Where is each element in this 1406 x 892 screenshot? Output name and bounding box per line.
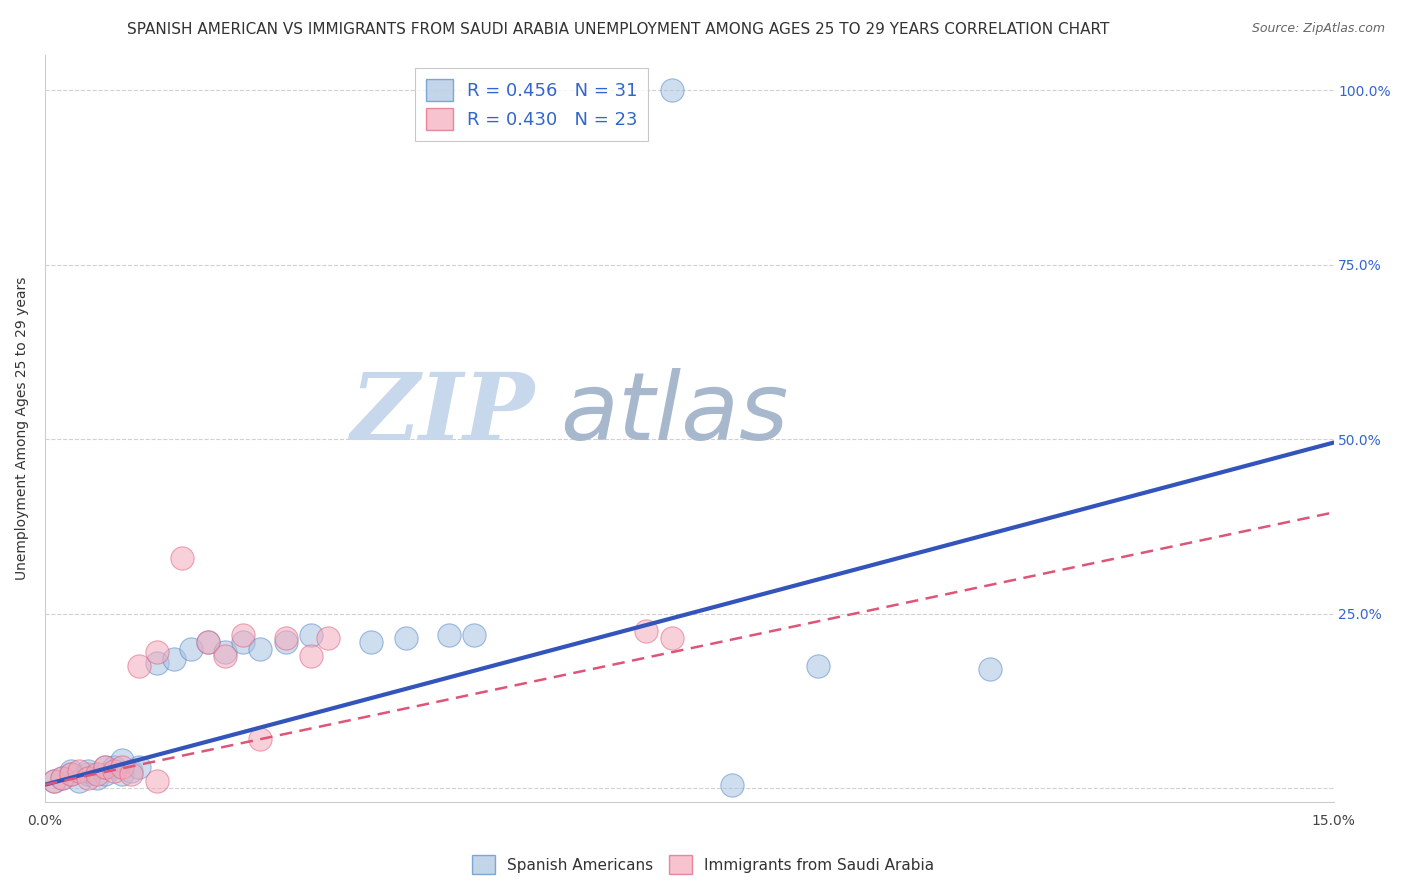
Point <box>299 627 322 641</box>
Point <box>145 656 167 670</box>
Point <box>120 767 142 781</box>
Point <box>145 774 167 789</box>
Point <box>86 767 108 781</box>
Point <box>249 641 271 656</box>
Point <box>67 774 90 789</box>
Point <box>360 634 382 648</box>
Point <box>807 659 830 673</box>
Y-axis label: Unemployment Among Ages 25 to 29 years: Unemployment Among Ages 25 to 29 years <box>15 277 30 581</box>
Point <box>163 652 186 666</box>
Point <box>979 663 1001 677</box>
Point <box>94 767 117 781</box>
Point <box>214 648 236 663</box>
Point <box>128 659 150 673</box>
Point <box>180 641 202 656</box>
Point <box>86 771 108 785</box>
Point <box>249 732 271 747</box>
Point <box>103 764 125 778</box>
Point <box>172 550 194 565</box>
Point <box>59 764 82 778</box>
Point <box>395 631 418 645</box>
Point <box>111 760 134 774</box>
Point <box>128 760 150 774</box>
Point <box>111 753 134 767</box>
Text: Source: ZipAtlas.com: Source: ZipAtlas.com <box>1251 22 1385 36</box>
Point <box>103 760 125 774</box>
Point <box>51 771 73 785</box>
Point <box>51 771 73 785</box>
Point <box>94 760 117 774</box>
Point <box>67 764 90 778</box>
Point <box>636 624 658 639</box>
Point <box>274 631 297 645</box>
Legend: R = 0.456   N = 31, R = 0.430   N = 23: R = 0.456 N = 31, R = 0.430 N = 23 <box>415 68 648 141</box>
Point <box>77 764 100 778</box>
Legend: Spanish Americans, Immigrants from Saudi Arabia: Spanish Americans, Immigrants from Saudi… <box>465 849 941 880</box>
Text: atlas: atlas <box>561 368 789 459</box>
Point <box>77 771 100 785</box>
Point <box>42 774 65 789</box>
Point <box>214 645 236 659</box>
Point <box>42 774 65 789</box>
Point <box>437 627 460 641</box>
Point <box>197 634 219 648</box>
Point <box>232 634 254 648</box>
Point <box>318 631 340 645</box>
Text: SPANISH AMERICAN VS IMMIGRANTS FROM SAUDI ARABIA UNEMPLOYMENT AMONG AGES 25 TO 2: SPANISH AMERICAN VS IMMIGRANTS FROM SAUD… <box>128 22 1109 37</box>
Text: ZIP: ZIP <box>350 368 534 458</box>
Point <box>463 627 485 641</box>
Point <box>145 645 167 659</box>
Point <box>274 634 297 648</box>
Point <box>661 631 683 645</box>
Point <box>59 767 82 781</box>
Point <box>232 627 254 641</box>
Point <box>299 648 322 663</box>
Point <box>59 767 82 781</box>
Point <box>120 764 142 778</box>
Point <box>94 760 117 774</box>
Point <box>77 767 100 781</box>
Point <box>111 767 134 781</box>
Point <box>661 83 683 97</box>
Point <box>197 634 219 648</box>
Point <box>721 778 744 792</box>
